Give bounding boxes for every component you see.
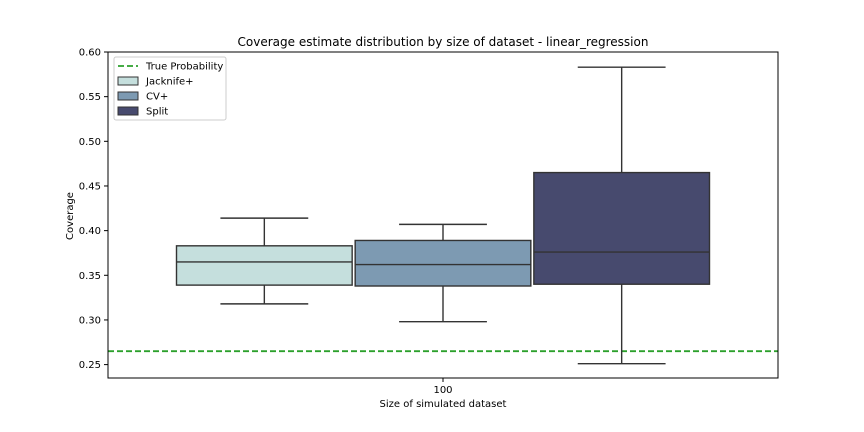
legend-swatch: [117, 91, 139, 101]
box-iqr: [533, 171, 711, 285]
box-iqr: [175, 245, 353, 286]
legend: True Probability Jacknife+ CV+ Split: [113, 56, 227, 121]
y-tick-label: 0.60: [79, 48, 101, 59]
legend-swatch: [117, 76, 139, 86]
box-iqr: [354, 239, 532, 287]
y-axis-label: Coverage: [65, 192, 76, 240]
box-split: [533, 66, 711, 365]
x-axis-label: Size of simulated dataset: [380, 399, 507, 410]
y-tick-label: 0.35: [79, 271, 101, 282]
legend-swatch: [117, 106, 139, 116]
y-tick-label: 0.25: [79, 360, 101, 371]
legend-label: Jacknife+: [145, 77, 194, 88]
legend-label-true-probability: True Probability: [145, 62, 223, 73]
y-tick-label: 0.50: [79, 137, 101, 148]
plot-area: 0.25 0.30 0.35 0.40 0.45 0.50 0.55 0.60 100: [79, 48, 779, 396]
legend-label: Split: [146, 107, 168, 118]
chart-title: Coverage estimate distribution by size o…: [238, 35, 649, 49]
y-tick-label: 0.45: [79, 181, 101, 192]
legend-label: CV+: [146, 92, 168, 103]
box-cv-: [354, 223, 532, 323]
box-jacknife-: [175, 217, 353, 305]
y-tick-label: 0.55: [79, 92, 101, 103]
legend-box: [113, 56, 227, 121]
x-tick-label: 100: [433, 385, 452, 396]
y-tick-label: 0.30: [79, 315, 101, 326]
y-tick-label: 0.40: [79, 226, 101, 237]
